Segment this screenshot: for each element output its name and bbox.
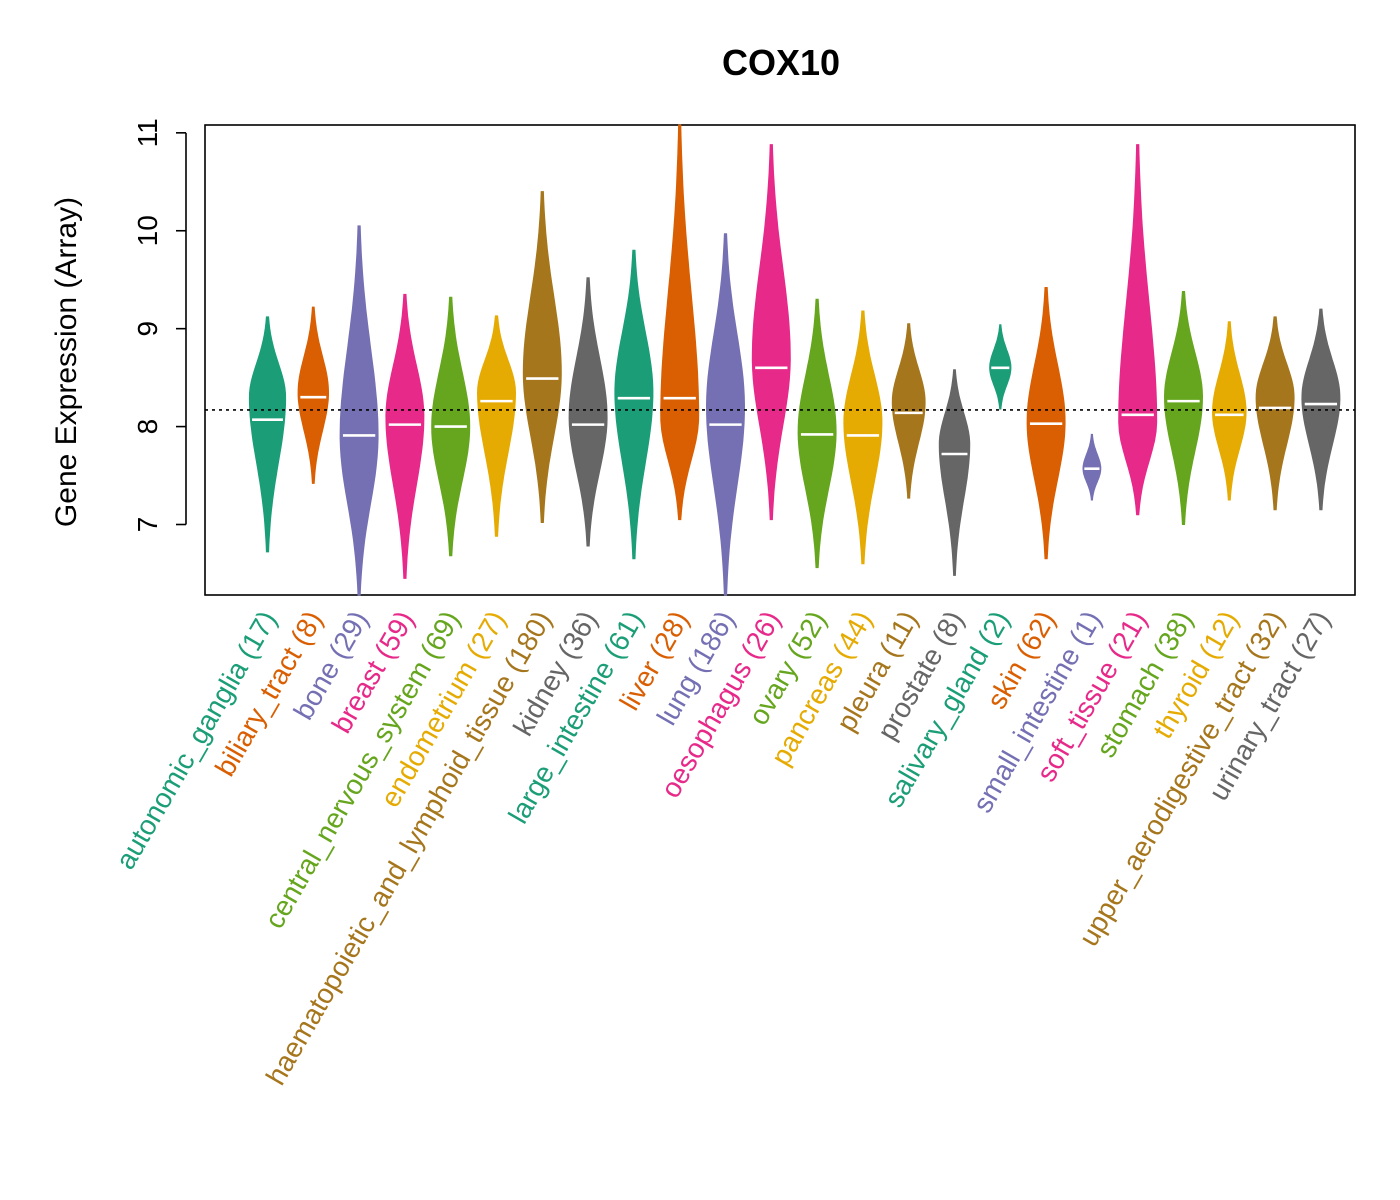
violin-stomach bbox=[1163, 291, 1204, 525]
y-tick-label: 10 bbox=[132, 215, 163, 246]
violin-breast bbox=[385, 293, 425, 579]
violin-kidney bbox=[568, 277, 608, 547]
x-axis-labels: autonomic_ganglia (17)biliary_tract (8)b… bbox=[110, 606, 1337, 1091]
violin-soft_tissue bbox=[1118, 144, 1158, 516]
violin-pleura bbox=[891, 323, 926, 499]
violin-liver bbox=[660, 124, 700, 521]
y-axis-label: Gene Expression (Array) bbox=[50, 197, 83, 527]
violin-haematopoietic_and_lymphoid_tissue bbox=[522, 191, 562, 523]
y-tick-label: 8 bbox=[132, 419, 163, 435]
y-tick-label: 11 bbox=[132, 118, 163, 147]
y-axis: 7 8 9 10 11 bbox=[132, 118, 187, 533]
y-tick-label: 9 bbox=[132, 321, 163, 337]
violin-biliary_tract bbox=[297, 306, 329, 484]
plot-frame bbox=[204, 124, 1356, 596]
violin-upper_aerodigestive_tract bbox=[1255, 316, 1295, 511]
violin-autonomic_ganglia bbox=[248, 316, 287, 553]
violin-oesophagus bbox=[751, 144, 791, 521]
violin-thyroid bbox=[1211, 321, 1247, 501]
violin-endometrium bbox=[476, 315, 517, 537]
violin-group bbox=[248, 124, 1341, 596]
violin-lung bbox=[705, 233, 746, 596]
y-tick-label: 7 bbox=[132, 517, 163, 533]
violin-large_intestine bbox=[614, 249, 654, 560]
violin-small_intestine bbox=[1082, 433, 1102, 501]
chart-title: COX10 bbox=[722, 42, 840, 83]
violin-pancreas bbox=[843, 310, 883, 565]
violin-prostate bbox=[938, 369, 971, 576]
